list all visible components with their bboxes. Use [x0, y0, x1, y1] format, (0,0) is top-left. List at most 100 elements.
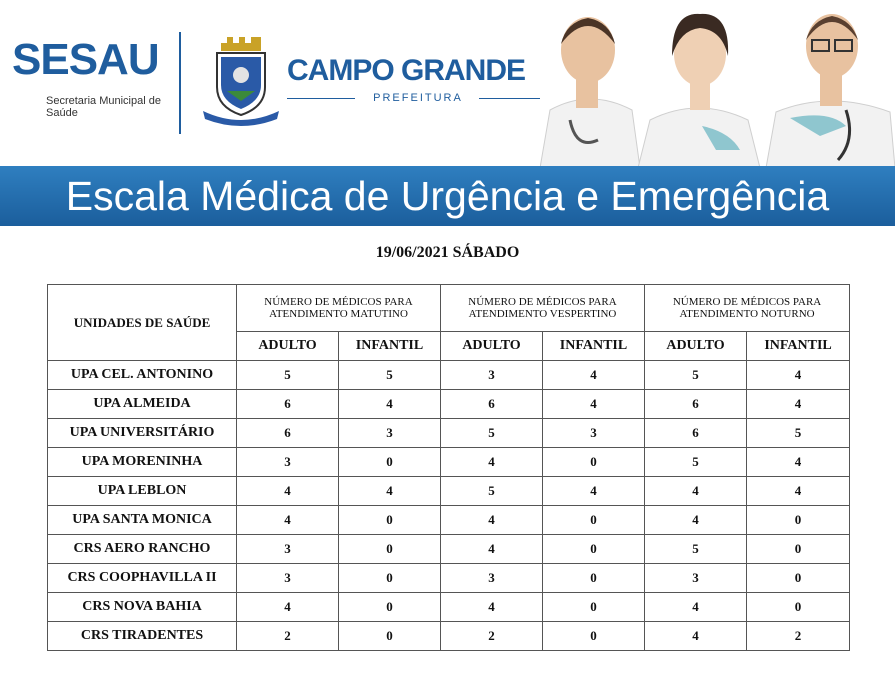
table-cell: 6	[644, 418, 748, 448]
table-cell: 4	[338, 476, 441, 506]
subheader-cell: ADULTO	[440, 331, 543, 361]
table-cell: 0	[541, 447, 646, 477]
table-cell: 4	[541, 360, 646, 390]
table-row: CRS COOPHAVILLA II 3 0 3 0 3 0	[47, 563, 851, 593]
table-subheader-row: ADULTO INFANTIL ADULTO INFANTIL ADULTO I…	[48, 331, 851, 361]
subheader-cell: INFANTIL	[338, 331, 441, 361]
unit-name: UPA CEL. ANTONINO	[47, 360, 237, 390]
table-cell: 4	[644, 505, 748, 535]
table-cell: 5	[440, 418, 543, 448]
table-header-row: UNIDADES DE SAÚDE NÚMERO DE MÉDICOS PARA…	[47, 284, 851, 361]
table-cell: 5	[644, 360, 748, 390]
unit-name: CRS NOVA BAHIA	[47, 592, 237, 622]
table-cell: 6	[440, 389, 543, 419]
table-cell: 3	[644, 563, 748, 593]
table-cell: 4	[541, 476, 646, 506]
table-cell: 0	[338, 447, 441, 477]
doctors-photo	[540, 0, 895, 168]
table-cell: 0	[541, 563, 646, 593]
table-row: UPA CEL. ANTONINO 5 5 3 4 5 4	[47, 360, 851, 390]
group-header-vespertino: NÚMERO DE MÉDICOS PARA ATENDIMENTO VESPE…	[439, 284, 646, 332]
table-cell: 6	[236, 389, 339, 419]
group-header-matutino: NÚMERO DE MÉDICOS PARA ATENDIMENTO MATUT…	[236, 284, 441, 332]
table-cell: 5	[440, 476, 543, 506]
page-title: Escala Médica de Urgência e Emergência	[65, 173, 830, 219]
subheader-cell: ADULTO	[644, 331, 748, 361]
subtitle-rule-right	[479, 98, 549, 99]
table-cell: 4	[440, 447, 543, 477]
table-cell: 0	[541, 592, 646, 622]
table-cell: 2	[236, 621, 339, 651]
table-cell: 0	[746, 534, 851, 564]
table-cell: 4	[541, 389, 646, 419]
table-cell: 6	[236, 418, 339, 448]
title-band	[0, 166, 895, 226]
table-cell: 0	[338, 563, 441, 593]
table-cell: 3	[236, 563, 339, 593]
city-subtitle: PREFEITURA	[373, 92, 463, 104]
table-cell: 0	[541, 621, 646, 651]
unit-name: UPA MORENINHA	[47, 447, 237, 477]
table-cell: 0	[746, 592, 851, 622]
table-cell: 3	[338, 418, 441, 448]
table-cell: 4	[338, 389, 441, 419]
table-cell: 2	[746, 621, 851, 651]
city-name: CAMPO GRANDE	[287, 54, 526, 87]
sesau-logo: SESAU	[12, 35, 160, 84]
unit-name: UPA UNIVERSITÁRIO	[47, 418, 237, 448]
table-cell: 3	[440, 563, 543, 593]
unit-name: UPA SANTA MONICA	[47, 505, 237, 535]
table-cell: 4	[440, 534, 543, 564]
table-cell: 4	[236, 505, 339, 535]
table-cell: 3	[541, 418, 646, 448]
table-cell: 0	[541, 534, 646, 564]
table-row: UPA SANTA MONICA 4 0 4 0 4 0	[47, 505, 851, 535]
table-cell: 4	[644, 476, 748, 506]
table-cell: 2	[440, 621, 543, 651]
unit-name: CRS AERO RANCHO	[47, 534, 237, 564]
table-cell: 4	[746, 476, 851, 506]
table-row: UPA ALMEIDA 6 4 6 4 6 4	[47, 389, 851, 419]
unit-name: UPA ALMEIDA	[47, 389, 237, 419]
table-cell: 0	[338, 592, 441, 622]
table-cell: 4	[644, 621, 748, 651]
schedule-table: UNIDADES DE SAÚDE NÚMERO DE MÉDICOS PARA…	[47, 284, 851, 651]
table-cell: 5	[746, 418, 851, 448]
table-cell: 4	[440, 505, 543, 535]
table-cell: 4	[236, 476, 339, 506]
table-cell: 0	[746, 563, 851, 593]
logo-divider	[179, 32, 181, 134]
table-cell: 0	[338, 505, 441, 535]
table-cell: 4	[746, 389, 851, 419]
table-cell: 0	[746, 505, 851, 535]
sesau-subtitle: Secretaria Municipal de Saúde	[46, 95, 161, 119]
table-row: UPA LEBLON 4 4 5 4 4 4	[47, 476, 851, 506]
group-header-noturno: NÚMERO DE MÉDICOS PARA ATENDIMENTO NOTUR…	[644, 284, 851, 332]
table-cell: 0	[541, 505, 646, 535]
table-row: CRS NOVA BAHIA 4 0 4 0 4 0	[47, 592, 851, 622]
schedule-date: 19/06/2021 SÁBADO	[375, 244, 520, 261]
subheader-cell: INFANTIL	[541, 331, 646, 361]
table-row: UPA UNIVERSITÁRIO 6 3 5 3 6 5	[47, 418, 851, 448]
unit-name: CRS TIRADENTES	[47, 621, 237, 651]
table-row: UPA MORENINHA 3 0 4 0 5 4	[47, 447, 851, 477]
table-row: CRS AERO RANCHO 3 0 4 0 5 0	[47, 534, 851, 564]
table-cell: 5	[644, 447, 748, 477]
table-cell: 3	[236, 534, 339, 564]
table-cell: 0	[338, 534, 441, 564]
table-cell: 4	[644, 592, 748, 622]
table-cell: 4	[746, 360, 851, 390]
table-cell: 0	[338, 621, 441, 651]
table-cell: 3	[440, 360, 543, 390]
subtitle-rule-left	[287, 98, 355, 99]
table-row: CRS TIRADENTES 2 0 2 0 4 2	[47, 621, 851, 651]
table-cell: 5	[338, 360, 441, 390]
table-cell: 6	[644, 389, 748, 419]
table-cell: 5	[236, 360, 339, 390]
city-subtitle-row: PREFEITURA	[287, 91, 549, 105]
subheader-cell: ADULTO	[236, 331, 339, 361]
table-cell: 4	[440, 592, 543, 622]
unit-name: UPA LEBLON	[47, 476, 237, 506]
unit-name: CRS COOPHAVILLA II	[47, 563, 237, 593]
city-crest-icon	[203, 37, 279, 126]
